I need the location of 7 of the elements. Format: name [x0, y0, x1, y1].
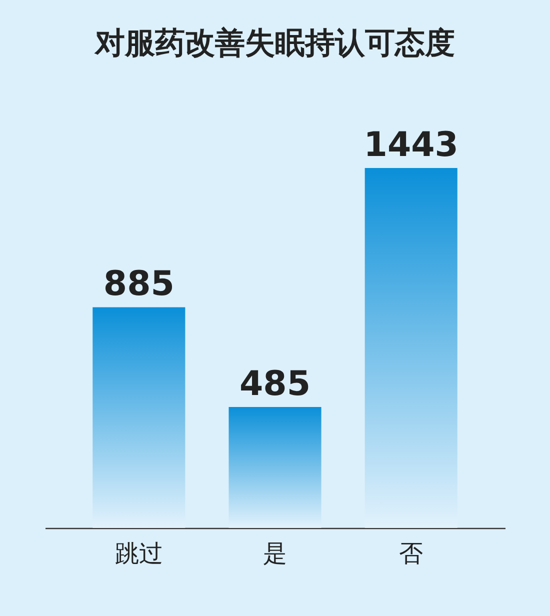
x-tick-label: 跳过: [114, 540, 163, 568]
data-label: 1443: [364, 125, 458, 165]
data-label: 885: [103, 264, 174, 304]
x-tick-label: 是: [263, 540, 287, 568]
x-tick-label: 否: [399, 540, 424, 568]
chart-title: 对服药改善失眠持认可态度: [94, 26, 455, 61]
data-label: 485: [240, 364, 310, 404]
